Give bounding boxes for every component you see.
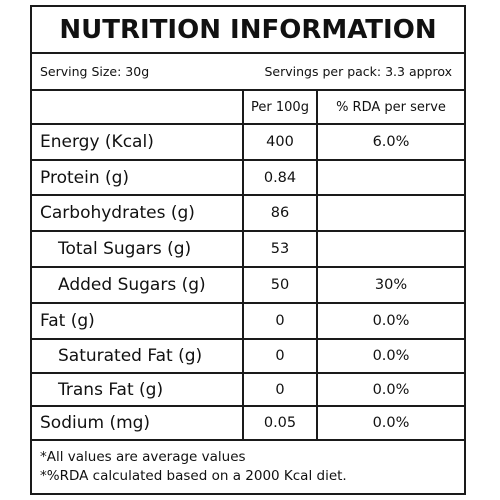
rda-value: 0.0% [372, 381, 410, 398]
table-row: Sodium (mg) 0.05 0.0% [32, 407, 464, 441]
table-row: Saturated Fat (g) 0 0.0% [32, 340, 464, 374]
per-100g-value: 0.84 [244, 161, 318, 194]
per-100g-value: 0.05 [244, 407, 318, 439]
per-100g-value: 400 [244, 125, 318, 159]
serving-info: Serving Size: 30g Servings per pack: 3.3… [32, 54, 464, 91]
nutrient-name: Sodium (mg) [32, 407, 244, 439]
rda-value: 30% [374, 277, 408, 293]
table-header-row: Per 100g % RDA per serve [32, 91, 464, 125]
header-per-100g: Per 100g [244, 91, 318, 123]
footnote-rda-basis: *%RDA calculated based on a 2000 Kcal di… [40, 468, 347, 484]
header-nutrient [32, 91, 244, 123]
table-row: Carbohydrates (g) 86 [32, 196, 464, 232]
per-100g-value: 0 [244, 374, 318, 405]
rda-value: 0.0% [372, 415, 410, 431]
nutrition-panel: NUTRITION INFORMATION Serving Size: 30g … [30, 5, 466, 495]
nutrient-name: Carbohydrates (g) [32, 196, 244, 230]
servings-per-pack: Servings per pack: 3.3 approx [264, 64, 452, 79]
table-row: Fat (g) 0 0.0% [32, 304, 464, 340]
header-rda: % RDA per serve [336, 99, 446, 115]
rda-value: 0.0% [372, 348, 410, 364]
nutrient-name: Fat (g) [32, 304, 244, 338]
table-row: Energy (Kcal) 400 6.0% [32, 125, 464, 161]
nutrient-name: Energy (Kcal) [32, 125, 244, 159]
nutrient-name: Saturated Fat (g) [32, 340, 244, 372]
rda-value: 0.0% [372, 313, 410, 329]
table-row: Trans Fat (g) 0 0.0% [32, 374, 464, 407]
table-row: Added Sugars (g) 50 30% [32, 268, 464, 304]
footnotes: *All values are average values *%RDA cal… [32, 441, 464, 493]
nutrient-name: Added Sugars (g) [32, 268, 244, 302]
nutrient-name: Protein (g) [32, 161, 244, 194]
nutrition-title: NUTRITION INFORMATION [32, 7, 464, 54]
per-100g-value: 0 [244, 304, 318, 338]
per-100g-value: 0 [244, 340, 318, 372]
per-100g-value: 53 [244, 232, 318, 266]
rda-value [318, 232, 464, 266]
footnote-average-values: *All values are average values [40, 449, 246, 465]
nutrient-name: Trans Fat (g) [32, 374, 244, 405]
rda-value [318, 161, 464, 194]
table-row: Total Sugars (g) 53 [32, 232, 464, 268]
serving-size: Serving Size: 30g [40, 64, 150, 79]
nutrient-name: Total Sugars (g) [32, 232, 244, 266]
per-100g-value: 50 [244, 268, 318, 302]
table-row: Protein (g) 0.84 [32, 161, 464, 196]
per-100g-value: 86 [244, 196, 318, 230]
rda-value: 6.0% [372, 134, 410, 150]
rda-value [318, 196, 464, 230]
